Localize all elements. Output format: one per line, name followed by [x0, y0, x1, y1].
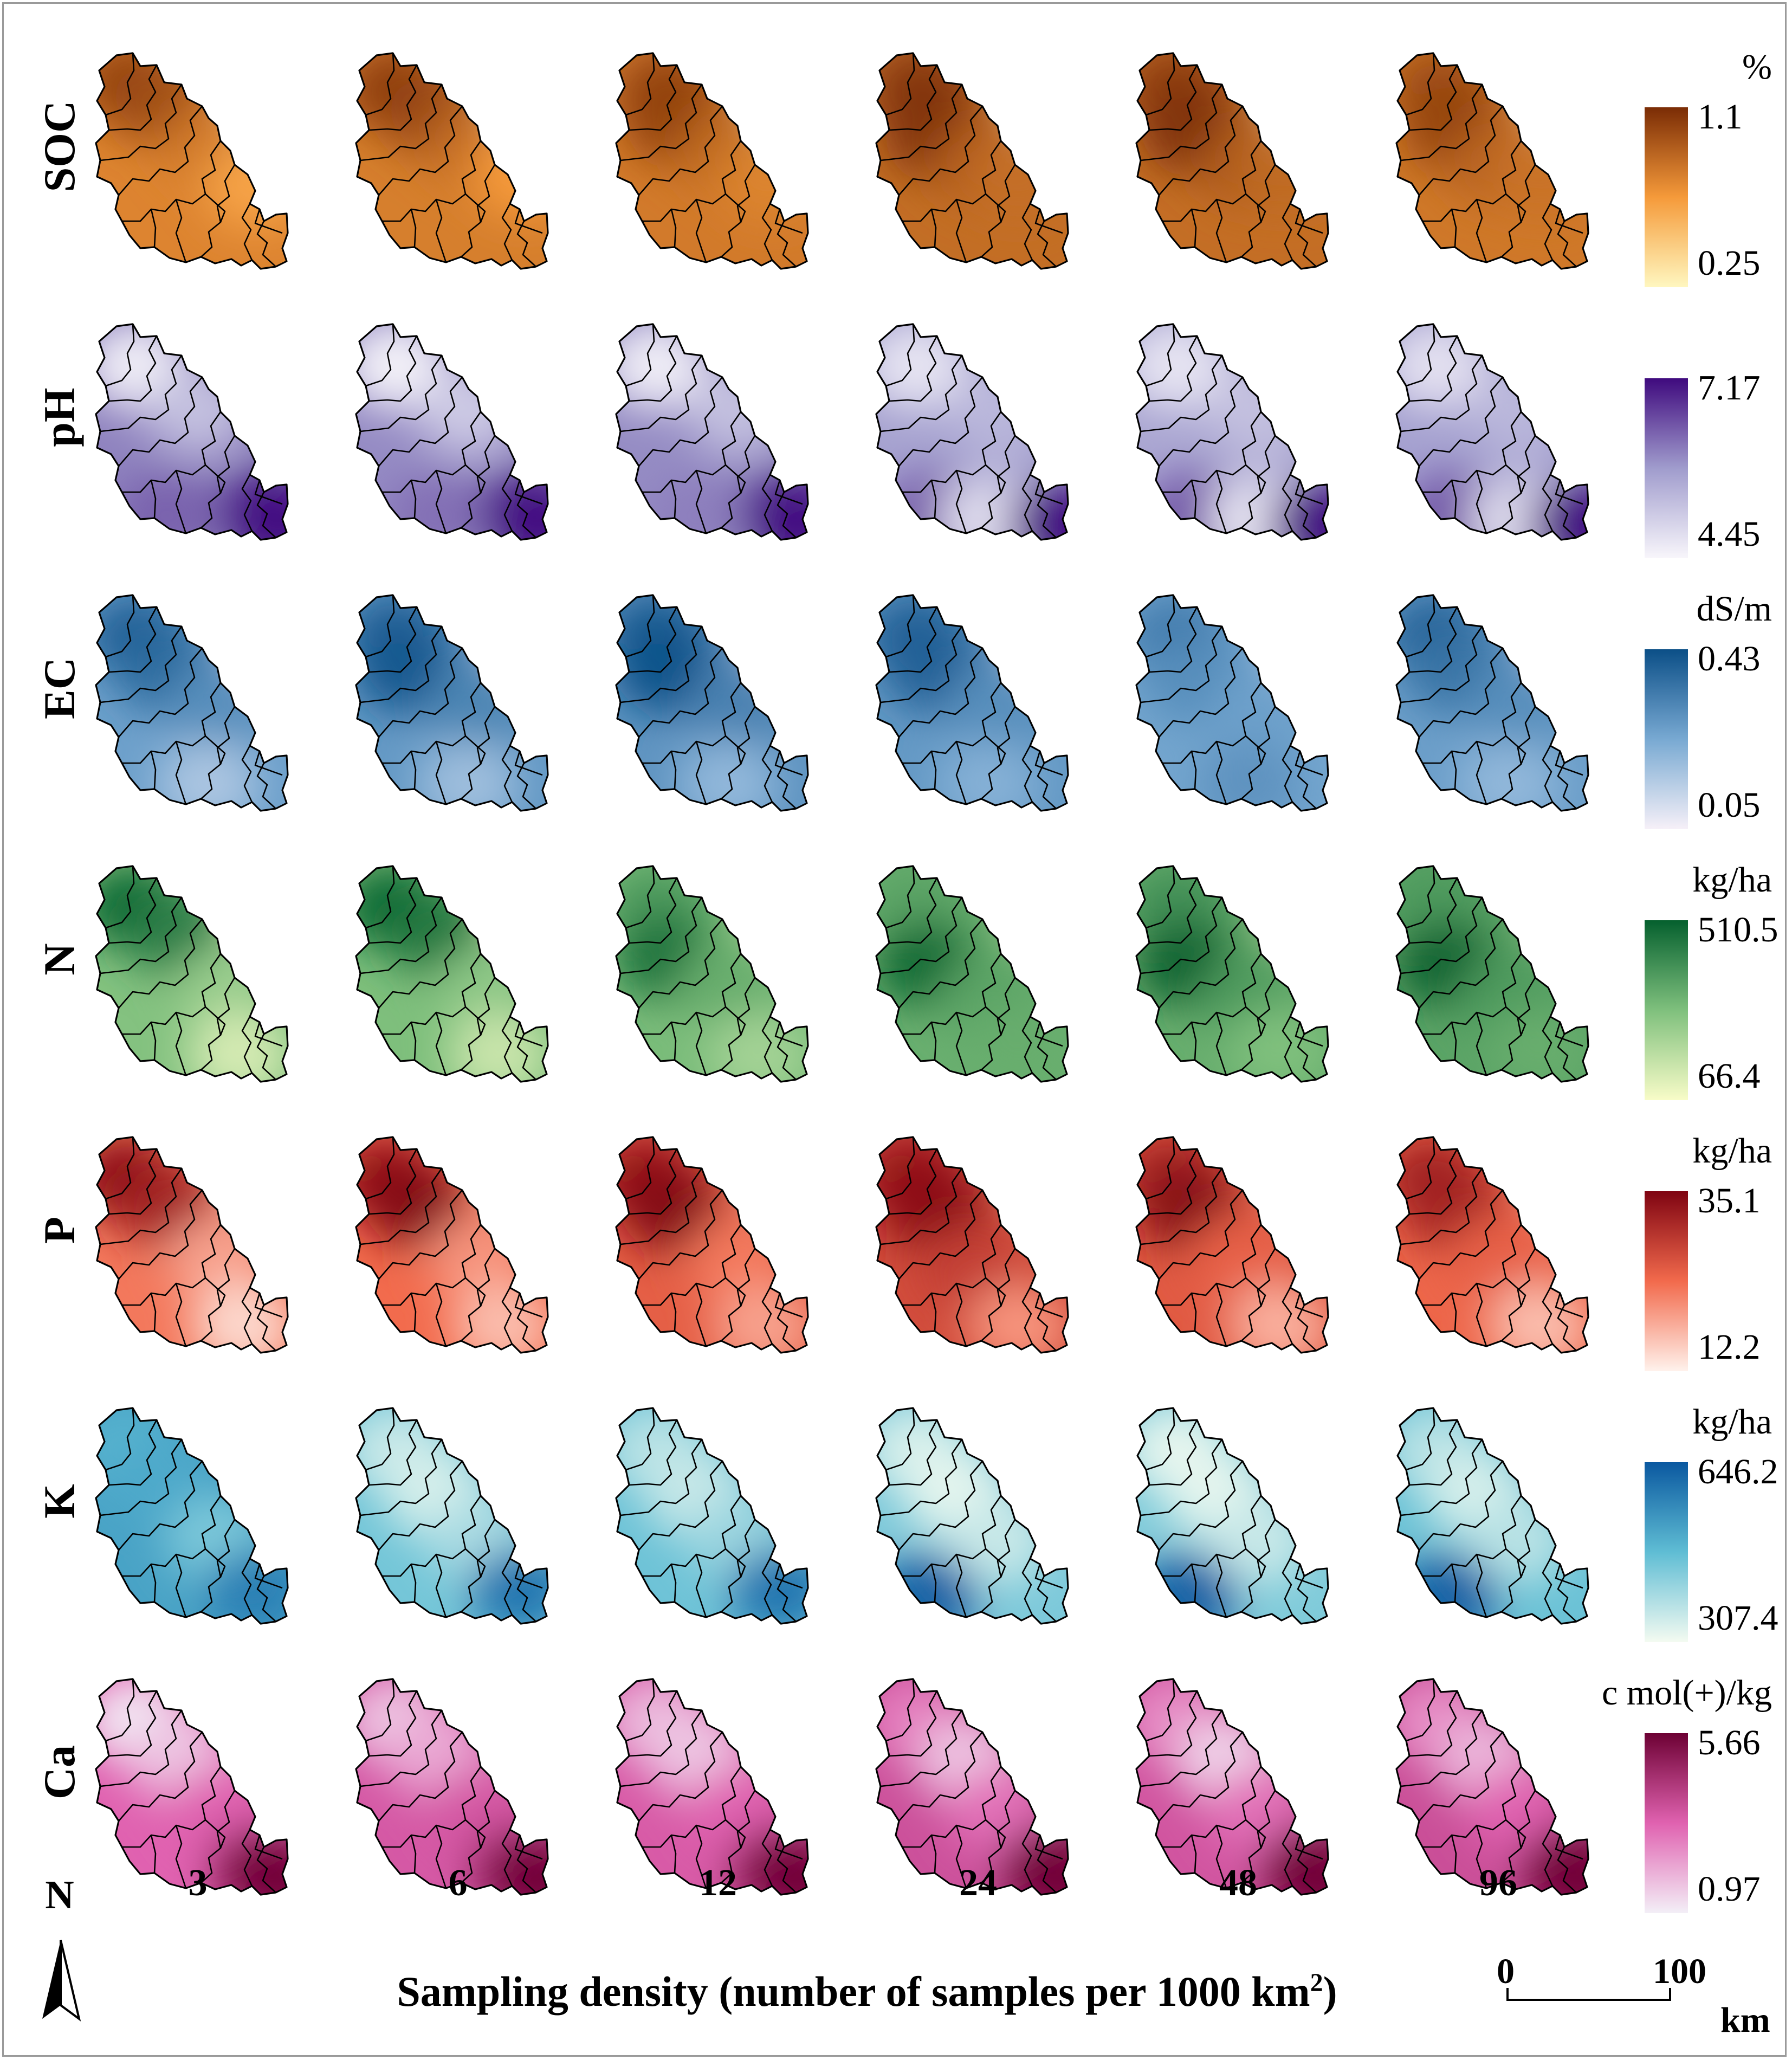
- colorbar-unit-ec: dS/m: [1696, 589, 1772, 629]
- colorbar-unit-n: kg/ha: [1692, 860, 1772, 900]
- map-ec-24: [875, 594, 1069, 812]
- map-ph-24: [875, 323, 1069, 541]
- scale-bar: [1506, 1988, 1671, 2001]
- colorbar-ph: [1645, 378, 1688, 558]
- column-label-96: 96: [1479, 1862, 1517, 1904]
- row-label-ec: EC: [35, 657, 84, 719]
- row-label-ca: Ca: [35, 1745, 84, 1800]
- map-k-48: [1135, 1407, 1329, 1625]
- colorbar-max-ca: 5.66: [1698, 1723, 1761, 1762]
- map-soc-3: [95, 52, 289, 270]
- colorbar-ec: [1645, 649, 1688, 829]
- column-label-12: 12: [699, 1862, 737, 1904]
- colorbar-max-k: 646.2: [1698, 1452, 1778, 1491]
- colorbar-soc: [1645, 107, 1688, 287]
- row-label-n: N: [35, 943, 84, 976]
- colorbar-k: [1645, 1462, 1688, 1642]
- map-ph-12: [615, 323, 809, 541]
- colorbar-unit-soc: %: [1742, 47, 1772, 87]
- map-n-96: [1395, 865, 1589, 1083]
- map-ec-6: [355, 594, 549, 812]
- map-ph-96: [1395, 323, 1589, 541]
- map-ec-48: [1135, 594, 1329, 812]
- map-p-48: [1135, 1136, 1329, 1354]
- map-k-6: [355, 1407, 549, 1625]
- north-arrow-icon: [42, 1940, 81, 2022]
- map-soc-12: [615, 52, 809, 270]
- map-n-24: [875, 865, 1069, 1083]
- colorbar-n: [1645, 920, 1688, 1100]
- row-label-p: P: [35, 1216, 84, 1244]
- colorbar-min-p: 12.2: [1698, 1327, 1761, 1367]
- row-label-k: K: [35, 1484, 84, 1519]
- scale-bar-start-label: 0: [1497, 1952, 1515, 1991]
- map-ph-48: [1135, 323, 1329, 541]
- colorbar-min-soc: 0.25: [1698, 243, 1761, 283]
- map-k-96: [1395, 1407, 1589, 1625]
- colorbar-min-ca: 0.97: [1698, 1869, 1761, 1909]
- map-n-12: [615, 865, 809, 1083]
- map-p-3: [95, 1136, 289, 1354]
- x-axis-title: Sampling density (number of samples per …: [397, 1968, 1337, 2015]
- colorbar-p: [1645, 1191, 1688, 1371]
- map-ec-96: [1395, 594, 1589, 812]
- colorbar-min-ec: 0.05: [1698, 785, 1761, 825]
- map-p-6: [355, 1136, 549, 1354]
- north-arrow-label: N: [45, 1873, 74, 1917]
- map-p-12: [615, 1136, 809, 1354]
- colorbar-max-ec: 0.43: [1698, 639, 1761, 679]
- map-ec-3: [95, 594, 289, 812]
- map-soc-48: [1135, 52, 1329, 270]
- map-k-12: [615, 1407, 809, 1625]
- colorbar-max-p: 35.1: [1698, 1181, 1761, 1220]
- colorbar-unit-p: kg/ha: [1692, 1131, 1772, 1171]
- map-p-24: [875, 1136, 1069, 1354]
- column-label-24: 24: [959, 1862, 997, 1904]
- colorbar-min-ph: 4.45: [1698, 514, 1761, 554]
- map-ec-12: [615, 594, 809, 812]
- colorbar-unit-k: kg/ha: [1692, 1402, 1772, 1442]
- colorbar-min-n: 66.4: [1698, 1056, 1761, 1096]
- row-label-soc: SOC: [35, 100, 84, 192]
- map-ph-3: [95, 323, 289, 541]
- column-label-48: 48: [1219, 1862, 1257, 1904]
- map-k-24: [875, 1407, 1069, 1625]
- map-soc-6: [355, 52, 549, 270]
- colorbar-ca: [1645, 1733, 1688, 1913]
- colorbar-unit-ca: c mol(+)/kg: [1602, 1673, 1772, 1713]
- map-n-6: [355, 865, 549, 1083]
- colorbar-min-k: 307.4: [1698, 1598, 1778, 1638]
- map-ph-6: [355, 323, 549, 541]
- scale-bar-unit-label: km: [1720, 2000, 1770, 2040]
- map-soc-96: [1395, 52, 1589, 270]
- colorbar-max-ph: 7.17: [1698, 368, 1761, 408]
- scale-bar-end-label: 100: [1653, 1952, 1706, 1991]
- map-n-3: [95, 865, 289, 1083]
- column-label-6: 6: [448, 1862, 468, 1904]
- colorbar-max-n: 510.5: [1698, 910, 1778, 950]
- colorbar-max-soc: 1.1: [1698, 97, 1743, 137]
- map-n-48: [1135, 865, 1329, 1083]
- map-p-96: [1395, 1136, 1589, 1354]
- column-label-3: 3: [188, 1862, 208, 1904]
- row-label-ph: pH: [35, 388, 84, 447]
- map-k-3: [95, 1407, 289, 1625]
- map-soc-24: [875, 52, 1069, 270]
